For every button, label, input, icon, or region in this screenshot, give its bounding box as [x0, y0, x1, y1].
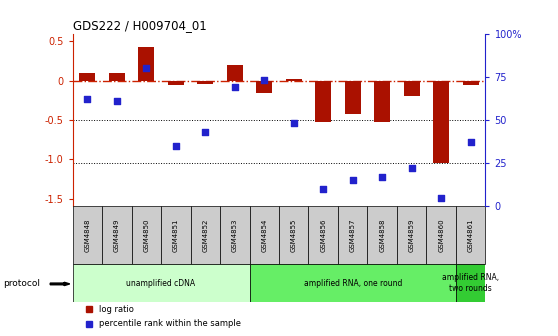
- Bar: [456, 206, 485, 264]
- Bar: [197, 81, 213, 84]
- Text: GSM4857: GSM4857: [350, 218, 356, 252]
- Bar: [345, 81, 361, 114]
- Bar: [397, 206, 426, 264]
- Bar: [279, 206, 309, 264]
- Bar: [138, 47, 155, 81]
- Point: [319, 186, 328, 192]
- Bar: [374, 81, 391, 122]
- Text: unamplified cDNA: unamplified cDNA: [127, 279, 196, 288]
- Bar: [315, 81, 331, 122]
- Bar: [220, 206, 249, 264]
- Bar: [403, 81, 420, 96]
- Point: [83, 96, 92, 102]
- Text: amplified RNA,
two rounds: amplified RNA, two rounds: [442, 274, 499, 293]
- Point: [112, 98, 121, 104]
- Text: GSM4856: GSM4856: [320, 218, 326, 252]
- Point: [289, 121, 298, 126]
- Bar: [102, 206, 132, 264]
- Point: [260, 78, 269, 83]
- Bar: [286, 79, 302, 81]
- Bar: [338, 206, 368, 264]
- Bar: [190, 206, 220, 264]
- Bar: [132, 206, 161, 264]
- Text: GSM4854: GSM4854: [261, 218, 267, 252]
- Text: log ratio: log ratio: [99, 305, 134, 313]
- Bar: [368, 206, 397, 264]
- Text: GSM4850: GSM4850: [143, 218, 150, 252]
- Bar: [456, 264, 485, 302]
- Bar: [309, 206, 338, 264]
- Bar: [256, 81, 272, 92]
- Bar: [109, 73, 125, 81]
- Text: percentile rank within the sample: percentile rank within the sample: [99, 320, 242, 328]
- Bar: [167, 81, 184, 85]
- Bar: [433, 81, 449, 163]
- Point: [171, 143, 180, 149]
- Point: [437, 195, 446, 201]
- Text: GSM4861: GSM4861: [468, 218, 474, 252]
- Text: amplified RNA, one round: amplified RNA, one round: [304, 279, 402, 288]
- Point: [378, 174, 387, 180]
- Point: [142, 66, 151, 71]
- Point: [348, 178, 357, 183]
- Bar: [249, 264, 456, 302]
- Text: GSM4855: GSM4855: [291, 218, 297, 252]
- Text: GSM4858: GSM4858: [379, 218, 385, 252]
- Text: GSM4860: GSM4860: [438, 218, 444, 252]
- Text: GSM4853: GSM4853: [232, 218, 238, 252]
- Text: GSM4852: GSM4852: [202, 218, 208, 252]
- Bar: [426, 206, 456, 264]
- Point: [466, 140, 475, 145]
- Point: [407, 166, 416, 171]
- Bar: [73, 206, 102, 264]
- Text: GSM4859: GSM4859: [408, 218, 415, 252]
- Point: [201, 129, 210, 135]
- Text: protocol: protocol: [3, 280, 40, 288]
- Bar: [79, 73, 95, 81]
- Text: GSM4849: GSM4849: [114, 218, 120, 252]
- Bar: [73, 264, 249, 302]
- Bar: [227, 65, 243, 81]
- Text: GDS222 / H009704_01: GDS222 / H009704_01: [73, 19, 206, 33]
- Text: GSM4851: GSM4851: [173, 218, 179, 252]
- Bar: [161, 206, 190, 264]
- Bar: [463, 81, 479, 85]
- Point: [230, 84, 239, 90]
- Bar: [249, 206, 279, 264]
- Text: GSM4848: GSM4848: [84, 218, 90, 252]
